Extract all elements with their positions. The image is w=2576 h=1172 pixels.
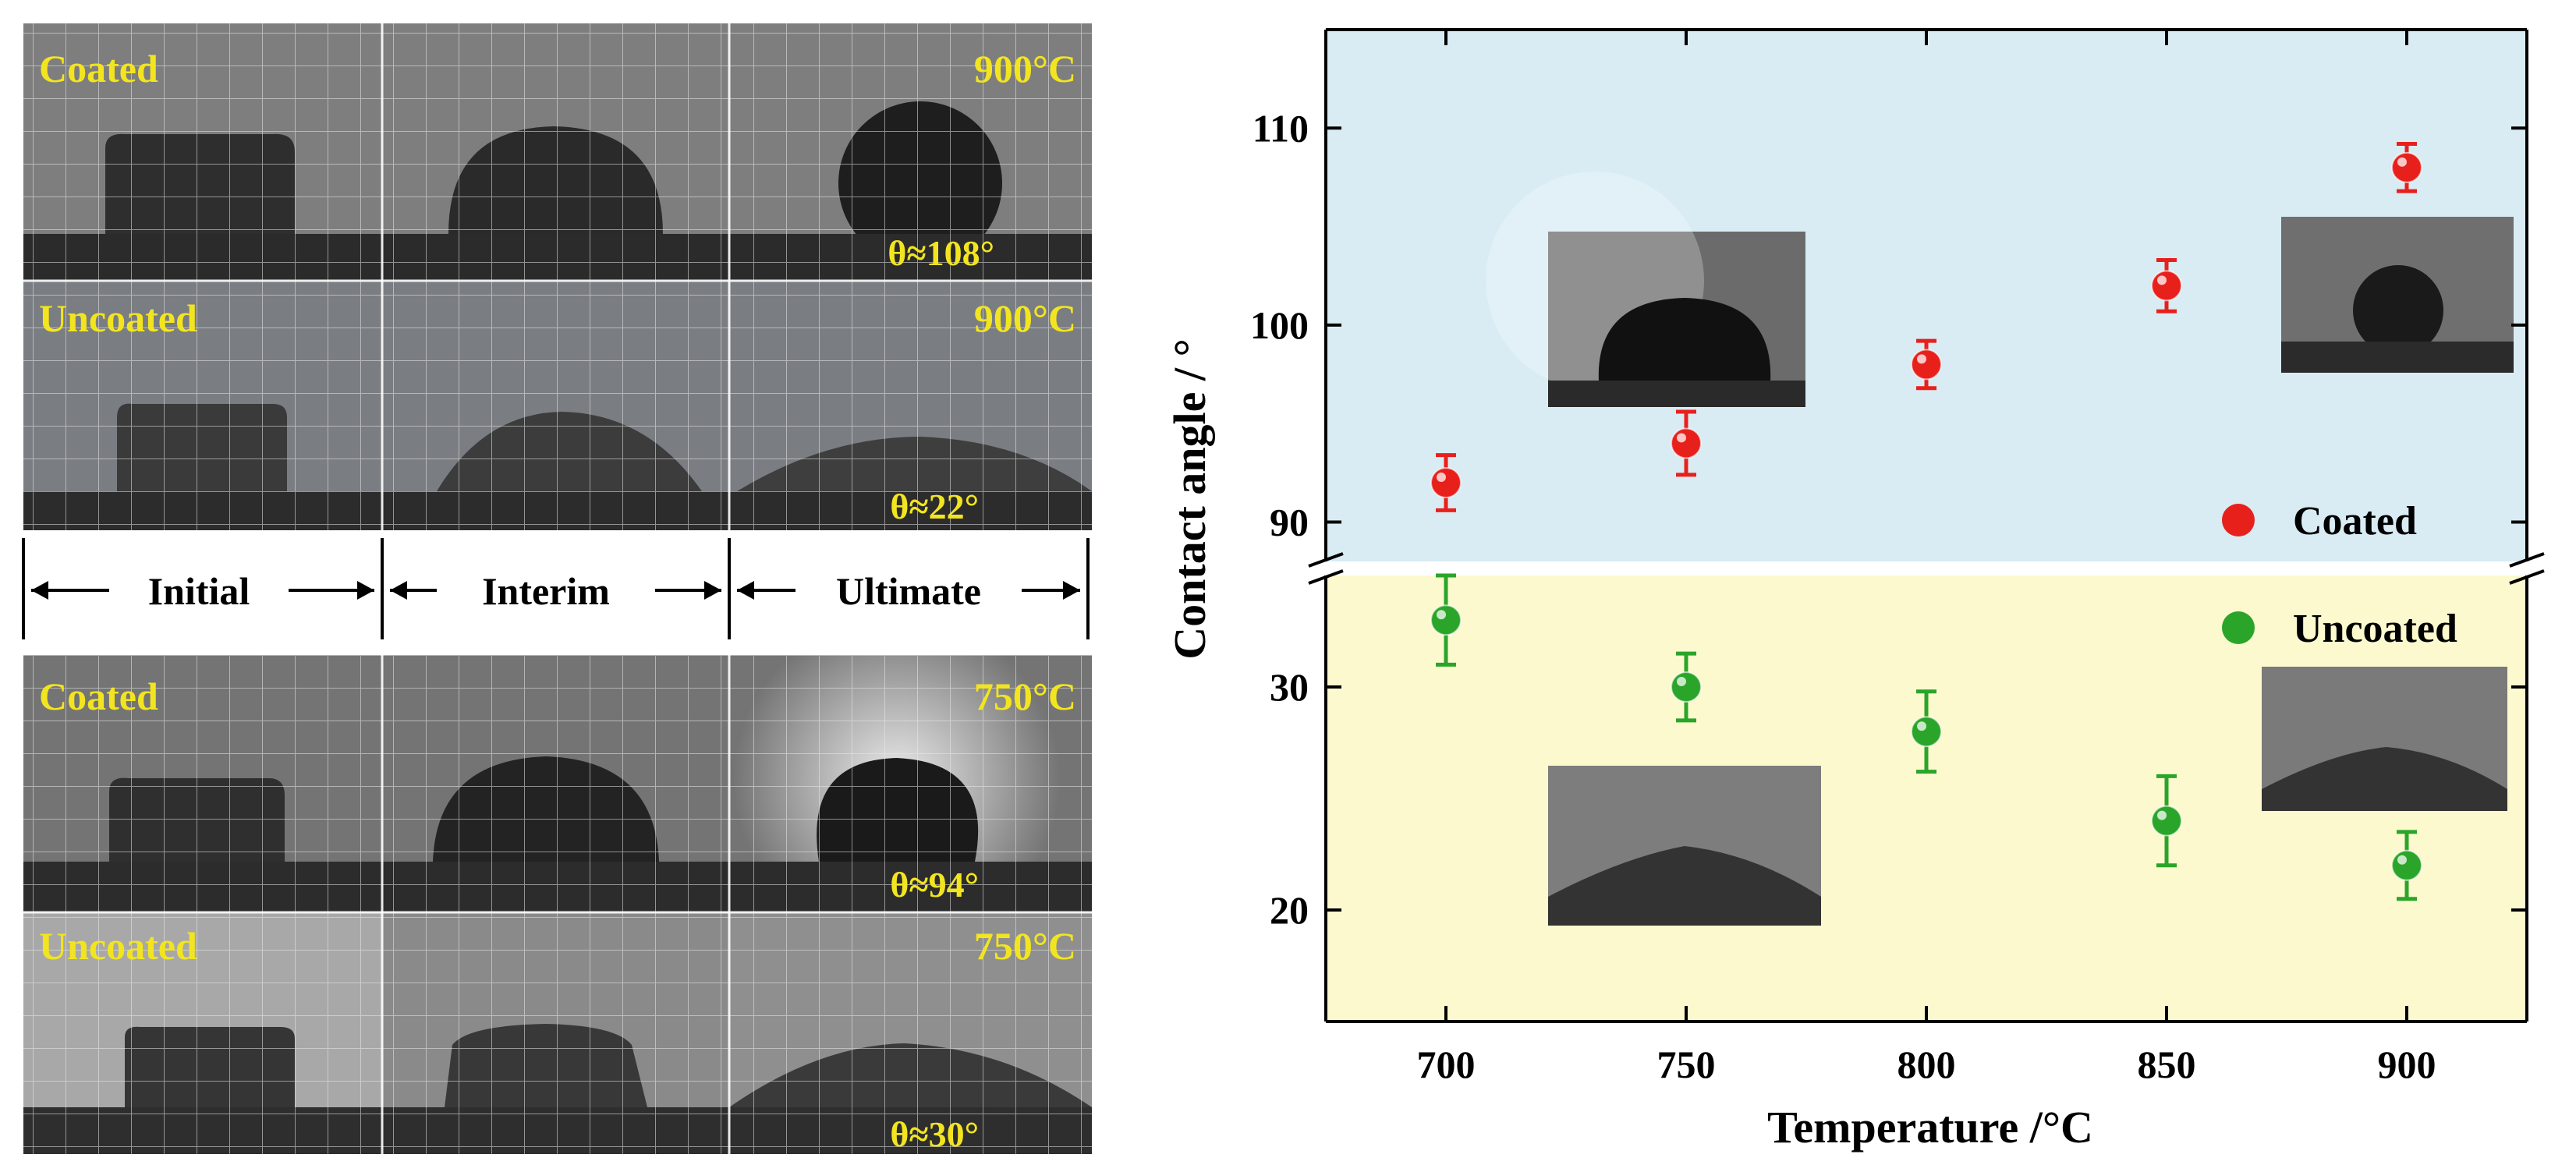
- x-tick-label: 750: [1657, 1043, 1716, 1086]
- axes: 90 100 110 20 30 700 750 800 850 900: [1250, 28, 2545, 1086]
- data-point: [1911, 349, 1942, 381]
- row-1-temperature: 900°C: [974, 47, 1076, 90]
- data-point-highlight: [1677, 433, 1686, 443]
- panel-row-uncoated-750: [23, 912, 1092, 1154]
- x-tick-label: 800: [1897, 1043, 1956, 1086]
- data-point: [2151, 270, 2182, 302]
- legend: Coated Uncoated: [2222, 499, 2457, 651]
- y-tick-label: 90: [1270, 500, 1309, 544]
- axis-break-mark: [1308, 569, 1344, 585]
- data-point-highlight: [2157, 810, 2167, 820]
- row-4-angle: θ≈30°: [890, 1114, 979, 1154]
- data-point: [1430, 604, 1462, 636]
- data-point-highlight: [2397, 855, 2407, 865]
- legend-marker-coated: [2222, 504, 2255, 536]
- data-point: [1671, 427, 1702, 459]
- data-point: [1430, 466, 1462, 498]
- data-point-highlight: [1917, 721, 1926, 731]
- row-1-angle: θ≈108°: [888, 233, 994, 273]
- x-tick-label: 850: [2138, 1043, 2196, 1086]
- data-point: [1911, 716, 1942, 748]
- row-2-angle: θ≈22°: [890, 487, 979, 526]
- legend-label-uncoated: Uncoated: [2293, 607, 2457, 651]
- row-3-temperature: 750°C: [974, 675, 1076, 718]
- y-tick-label: 30: [1270, 665, 1309, 709]
- x-tick-label: 700: [1417, 1043, 1476, 1086]
- data-point-highlight: [2397, 157, 2407, 167]
- row-1-label: Coated: [39, 47, 158, 90]
- data-point-highlight: [1437, 610, 1446, 620]
- data-point-highlight: [2157, 275, 2167, 285]
- stage-label-interim: Interim: [482, 569, 610, 613]
- panel-row-coated-750: [23, 616, 1092, 944]
- legend-label-coated: Coated: [2293, 499, 2417, 544]
- row-2-temperature: 900°C: [974, 296, 1076, 340]
- inset-coated-900: [2281, 217, 2514, 373]
- chart-svg: 90 100 110 20 30 700 750 800 850 900 Coated Uncoa…: [1164, 28, 2545, 1153]
- inset-uncoated-900: [2262, 667, 2507, 811]
- row-3-label: Coated: [39, 675, 158, 718]
- series-uncoated: [1430, 573, 2422, 901]
- inset-coated-750: [1486, 172, 1805, 407]
- droplet-panels-svg: Initial Interim Ultimate Coated 900°C θ≈…: [22, 23, 1092, 1154]
- legend-marker-uncoated: [2222, 611, 2255, 644]
- panel-row-coated-900: [23, 23, 1092, 281]
- stage-label-initial: Initial: [148, 569, 250, 613]
- y-tick-label: 100: [1250, 303, 1309, 347]
- axis-break-mark: [1308, 552, 1344, 568]
- axis-break-mark: [2509, 552, 2545, 568]
- series-coated: [1430, 142, 2422, 512]
- y-axis-label: Contact angle / °: [1164, 338, 1215, 659]
- panel-row-uncoated-900: [23, 281, 1092, 530]
- row-4-temperature: 750°C: [974, 924, 1076, 968]
- contact-angle-chart: 90 100 110 20 30 700 750 800 850 900 Coated Uncoa…: [1139, 0, 2576, 1172]
- droplet-image-panels: Initial Interim Ultimate Coated 900°C θ≈…: [0, 0, 1107, 1172]
- row-3-angle: θ≈94°: [890, 865, 979, 905]
- stage-arrow-row: [22, 538, 1090, 639]
- inset-uncoated-750: [1548, 766, 1821, 926]
- data-point-highlight: [1917, 354, 1926, 364]
- axis-break-mark: [2509, 569, 2545, 585]
- data-point-highlight: [1437, 472, 1446, 482]
- row-4-label: Uncoated: [39, 924, 197, 968]
- row-2-label: Uncoated: [39, 296, 197, 340]
- data-marks: [1430, 142, 2422, 901]
- stage-label-ultimate: Ultimate: [836, 569, 981, 613]
- data-point-highlight: [1677, 677, 1686, 686]
- x-tick-label: 900: [2378, 1043, 2436, 1086]
- data-point: [1671, 671, 1702, 703]
- y-tick-label: 110: [1253, 106, 1309, 150]
- x-axis-label: Temperature /°C: [1767, 1102, 2093, 1153]
- y-tick-label: 20: [1270, 888, 1309, 932]
- data-point: [2151, 805, 2182, 837]
- data-point: [2391, 151, 2422, 183]
- data-point: [2391, 849, 2422, 881]
